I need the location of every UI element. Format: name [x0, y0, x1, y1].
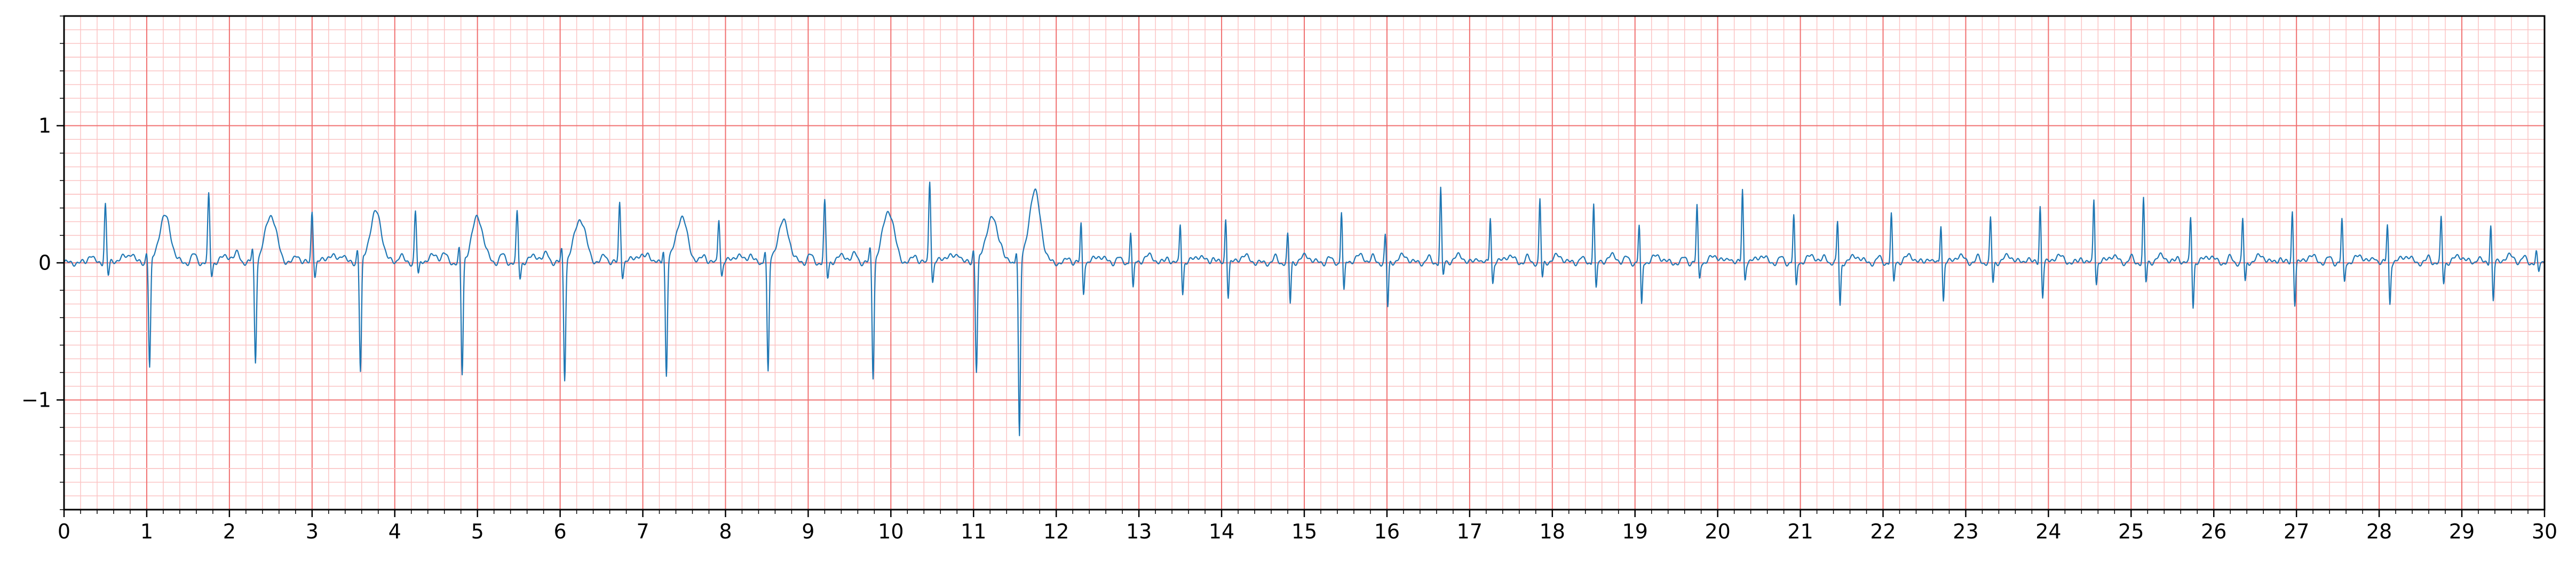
x-tick-label: 11: [961, 520, 986, 543]
x-tick-label: 20: [1705, 520, 1730, 543]
x-tick-label: 26: [2201, 520, 2226, 543]
x-tick-label: 0: [58, 520, 70, 543]
x-tick-label: 5: [471, 520, 484, 543]
x-tick-label: 24: [2035, 520, 2061, 543]
major-grid: [64, 16, 2545, 510]
x-tick-label: 1: [140, 520, 153, 543]
x-tick-label: 17: [1457, 520, 1483, 543]
y-tick-label: 1: [38, 114, 51, 138]
x-tick-label: 28: [2366, 520, 2392, 543]
x-tick-label: 2: [223, 520, 236, 543]
x-tick-label: 8: [719, 520, 732, 543]
x-tick-label: 29: [2449, 520, 2475, 543]
y-tick-label: 0: [38, 251, 51, 275]
y-tick-label: −1: [21, 388, 51, 411]
y-axis: −1 0 1: [21, 15, 64, 510]
x-tick-label: 10: [878, 520, 903, 543]
x-tick-label: 19: [1622, 520, 1648, 543]
x-tick-label: 25: [2118, 520, 2144, 543]
ecg-trace-line: [63, 181, 2545, 437]
x-tick-label: 30: [2532, 520, 2557, 543]
x-tick-label: 4: [389, 520, 401, 543]
x-axis: 0 1 2 3 4 5 6 7 8 9 10 11 12 13 14 15 16 17 18 19 20 21 22 23 24…: [58, 510, 2557, 543]
x-tick-label: 3: [306, 520, 319, 543]
x-tick-label: 21: [1787, 520, 1813, 543]
x-tick-label: 22: [1870, 520, 1896, 543]
x-tick-label: 6: [554, 520, 567, 543]
x-tick-label: 27: [2284, 520, 2309, 543]
x-tick-label: 14: [1209, 520, 1234, 543]
x-tick-label: 9: [802, 520, 814, 543]
x-tick-label: 16: [1374, 520, 1400, 543]
x-tick-label: 13: [1126, 520, 1152, 543]
x-tick-label: 18: [1540, 520, 1565, 543]
x-tick-label: 15: [1291, 520, 1317, 543]
x-tick-label: 7: [636, 520, 649, 543]
x-tick-label: 23: [1953, 520, 1978, 543]
x-tick-label: 12: [1043, 520, 1069, 543]
